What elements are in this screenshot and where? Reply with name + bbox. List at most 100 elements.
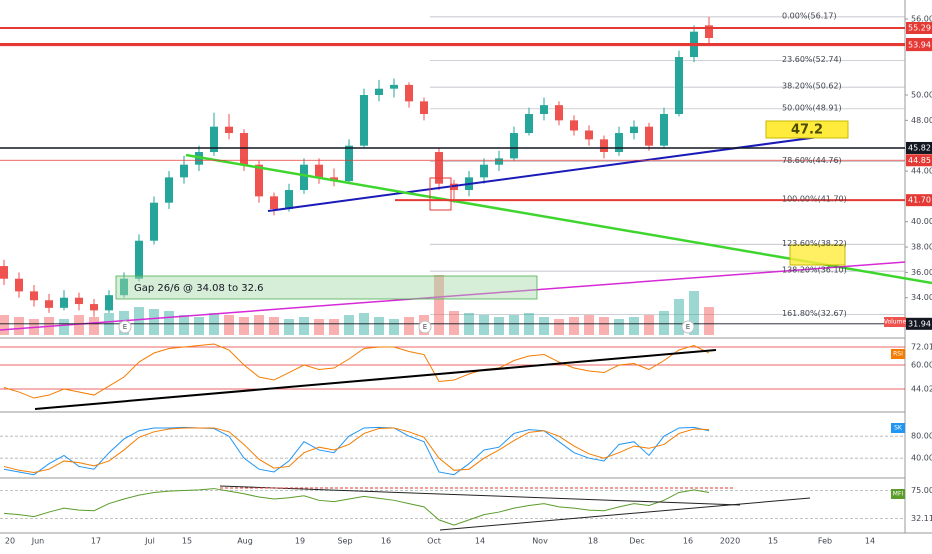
highlight-box [429,177,452,211]
y-tick-label: 38.00 [911,243,932,252]
candle-body [45,300,53,308]
volume-bar [539,317,549,335]
volume-bar [239,317,249,335]
candle-body [165,177,173,203]
candle-body [120,278,128,296]
volume-bar [89,317,99,335]
volume-bar [689,291,699,335]
volume-bar [494,317,504,335]
y-tick-label: 34.00 [911,293,932,302]
candle-body [15,278,23,292]
candle-body [480,164,488,178]
volume-badge [884,317,906,327]
x-tick-label: 18 [588,537,598,546]
earnings-label: E [686,323,690,331]
volume-bar [74,315,84,335]
price-label-box [906,154,932,167]
indicator-line [3,426,710,476]
volume-bar [659,311,669,335]
indicator-label: MFI [893,491,904,498]
y-tick-label: 44.00 [911,167,932,176]
candle-body [525,114,533,134]
x-tick-label: 20 [5,537,15,546]
volume-bar [404,317,414,335]
price-label-box [906,141,932,154]
indicator-label: RSI [893,351,903,358]
earnings-label: E [123,323,127,331]
candle-body [435,152,443,184]
candle-body [270,196,278,210]
indicator-line [3,488,710,526]
volume-bar [389,319,399,335]
candle-body [315,164,323,178]
price-label: 31.94 [908,319,931,328]
trend-line [267,132,849,212]
candle-body [645,126,653,146]
y-tick-label: 36.00 [911,268,932,277]
candle-body [660,114,668,146]
x-tick-label: 16 [683,537,693,546]
volume-bar [149,309,159,335]
fib-label: 161.80%(32.67) [782,309,847,318]
y-tick-label: 44.02 [911,385,932,394]
earnings-marker [681,320,695,334]
candle-body [30,291,38,301]
volume-bar [314,319,324,335]
axis-labels: 0.00%(56.17) 23.60%(52.74) 38.20%(50.62) 50… [5,11,932,546]
candle-body [105,295,113,311]
price-label: 45.82 [908,143,931,152]
price-label-box [906,194,932,207]
x-tick-label: 17 [91,537,101,546]
fib-label: 78.60%(44.76) [782,156,842,165]
volume-bar [554,319,564,335]
fib-label: 0.00%(56.17) [782,11,837,20]
x-tick-label: 16 [381,537,391,546]
y-tick-label: 60.00 [911,361,932,370]
x-tick-label: 15 [768,537,778,546]
candle-body [210,126,218,153]
volume-bar [134,307,144,335]
y-tick-label: 80.00 [911,432,932,441]
volume-bar [479,315,489,335]
volume-bar [599,317,609,335]
candle-body [420,101,428,115]
x-tick-label: 19 [295,537,305,546]
x-tick-label: Sep [337,537,352,546]
highlight-box [789,244,846,266]
indicator-label: SK [894,425,903,432]
candle-body [255,164,263,197]
price-label-box [906,39,932,52]
candle-body [405,84,413,102]
fib-label: 123.60%(38.22) [782,239,847,248]
volume-bar [629,317,639,335]
x-tick-label: Feb [818,537,832,546]
candle-body [555,105,563,121]
volume-bar [674,299,684,335]
volume-bar [164,311,174,335]
candle-body [75,297,83,305]
volume-bar [329,319,339,335]
volume-bar [179,315,189,335]
annotation: Gap 26/6 @ 34.08 to 32.6 [134,283,264,294]
fib-label: 23.60%(52.74) [782,55,842,64]
fib-label: 38.20%(50.62) [782,82,842,91]
volume-bar [269,317,279,335]
volume-bar [344,315,354,335]
candle-body [60,297,68,308]
marks [0,16,714,526]
y-tick-label: 75.00 [911,486,932,495]
x-tick-label: 2020 [720,537,740,546]
candle-body [675,57,683,115]
volume-bar [704,307,714,335]
candle-body [615,133,623,153]
x-tick-label: 14 [475,537,485,546]
price-label: 41.70 [908,196,931,205]
x-tick-label: 15 [182,537,192,546]
candle-body [600,139,608,153]
earnings-marker [118,320,132,334]
candle-body [285,190,293,210]
fib-label: 100.00%(41.70) [782,195,847,204]
trend-line [439,497,811,531]
